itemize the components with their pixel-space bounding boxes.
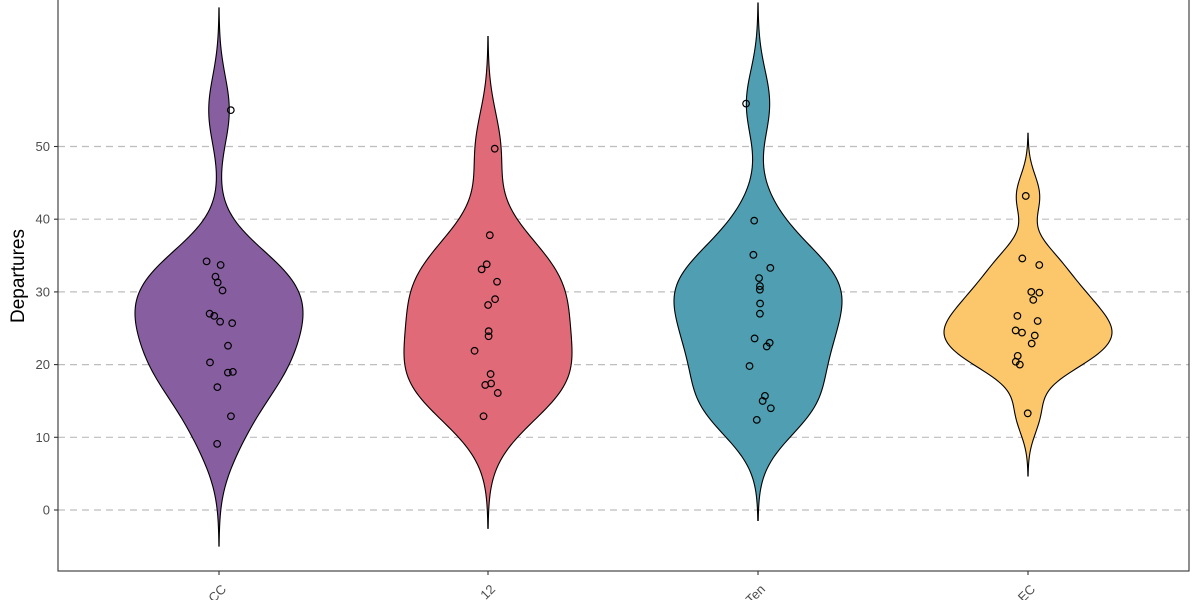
data-point — [481, 381, 490, 389]
data-point — [224, 341, 232, 350]
y-tick-label: 10 — [36, 430, 50, 445]
data-points — [202, 99, 1044, 448]
data-point — [755, 274, 763, 282]
data-point — [484, 301, 493, 309]
y-axis-ticks: 0 10 20 30 40 50 — [36, 139, 58, 518]
data-point — [210, 311, 219, 320]
data-point — [206, 358, 214, 367]
data-point — [742, 99, 750, 108]
x-tick-label: EC — [1015, 582, 1038, 600]
data-point — [1018, 328, 1026, 337]
data-point — [766, 264, 775, 272]
data-point — [477, 265, 486, 274]
data-point — [1035, 288, 1044, 297]
data-point — [756, 282, 764, 290]
data-point — [750, 334, 759, 343]
data-point — [479, 412, 488, 421]
y-tick-label: 50 — [36, 139, 50, 154]
data-point — [213, 278, 222, 287]
data-point — [493, 277, 501, 286]
data-point — [227, 412, 235, 421]
y-tick-label: 0 — [43, 503, 50, 518]
data-point — [226, 106, 235, 115]
data-point — [1027, 288, 1036, 296]
violin-ec — [943, 132, 1113, 477]
x-tick-label: 12 — [477, 582, 498, 600]
x-tick-label: Ten — [743, 582, 768, 600]
data-point — [745, 362, 754, 370]
y-tick-label: 30 — [36, 284, 50, 299]
data-point — [1018, 254, 1027, 263]
data-point — [1030, 331, 1039, 340]
data-point — [228, 367, 237, 376]
x-axis-ticks: CC 12 Ten EC — [205, 571, 1038, 600]
data-point — [1013, 311, 1022, 320]
data-point — [218, 286, 227, 295]
y-tick-label: 40 — [36, 212, 50, 227]
x-tick-label: CC — [205, 582, 229, 600]
data-point — [470, 346, 479, 355]
data-point — [1035, 261, 1044, 269]
data-point — [216, 317, 225, 326]
data-point — [1015, 360, 1024, 369]
violins — [134, 2, 1113, 547]
data-point — [493, 389, 502, 397]
data-point — [205, 309, 214, 318]
plot-panel-border — [57, 0, 1190, 572]
data-point — [1033, 317, 1042, 325]
data-point — [484, 332, 493, 341]
data-point — [213, 383, 222, 392]
data-point — [766, 404, 775, 413]
data-point — [491, 295, 499, 304]
data-point — [1027, 339, 1036, 348]
data-point — [213, 439, 222, 448]
data-point — [1029, 296, 1038, 304]
y-axis-title: Departures — [8, 229, 29, 323]
data-point — [749, 250, 758, 259]
data-point — [228, 319, 237, 328]
data-point — [750, 216, 759, 225]
data-point — [223, 368, 232, 377]
data-point — [756, 299, 764, 308]
data-point — [758, 397, 767, 405]
data-point — [485, 231, 494, 240]
data-point — [762, 342, 771, 351]
data-point — [202, 257, 211, 266]
data-point — [216, 261, 225, 269]
data-point — [756, 309, 764, 318]
y-tick-label: 20 — [36, 357, 50, 372]
data-point — [484, 327, 493, 336]
data-point — [752, 415, 761, 424]
data-point — [1023, 409, 1032, 418]
violin-12 — [403, 35, 573, 529]
data-point — [486, 370, 495, 378]
data-point — [1021, 192, 1030, 200]
data-point — [755, 285, 764, 294]
violin-ten — [673, 2, 843, 521]
data-point — [490, 144, 499, 153]
data-point — [482, 260, 491, 269]
